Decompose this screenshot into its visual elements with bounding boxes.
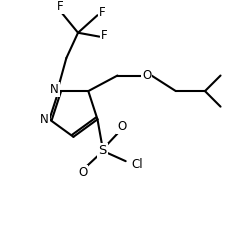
Text: O: O [117, 120, 126, 133]
Text: O: O [78, 166, 88, 179]
Text: F: F [57, 0, 64, 13]
Text: F: F [99, 6, 106, 19]
Text: N: N [50, 83, 59, 96]
Text: O: O [142, 69, 151, 82]
Text: S: S [98, 144, 107, 157]
Text: F: F [101, 29, 108, 42]
Text: N: N [40, 113, 49, 126]
Text: Cl: Cl [131, 158, 143, 171]
